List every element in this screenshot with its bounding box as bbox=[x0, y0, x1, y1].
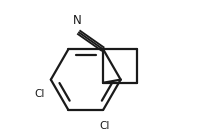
Text: Cl: Cl bbox=[34, 89, 45, 99]
Text: N: N bbox=[73, 14, 82, 27]
Text: Cl: Cl bbox=[100, 121, 110, 131]
